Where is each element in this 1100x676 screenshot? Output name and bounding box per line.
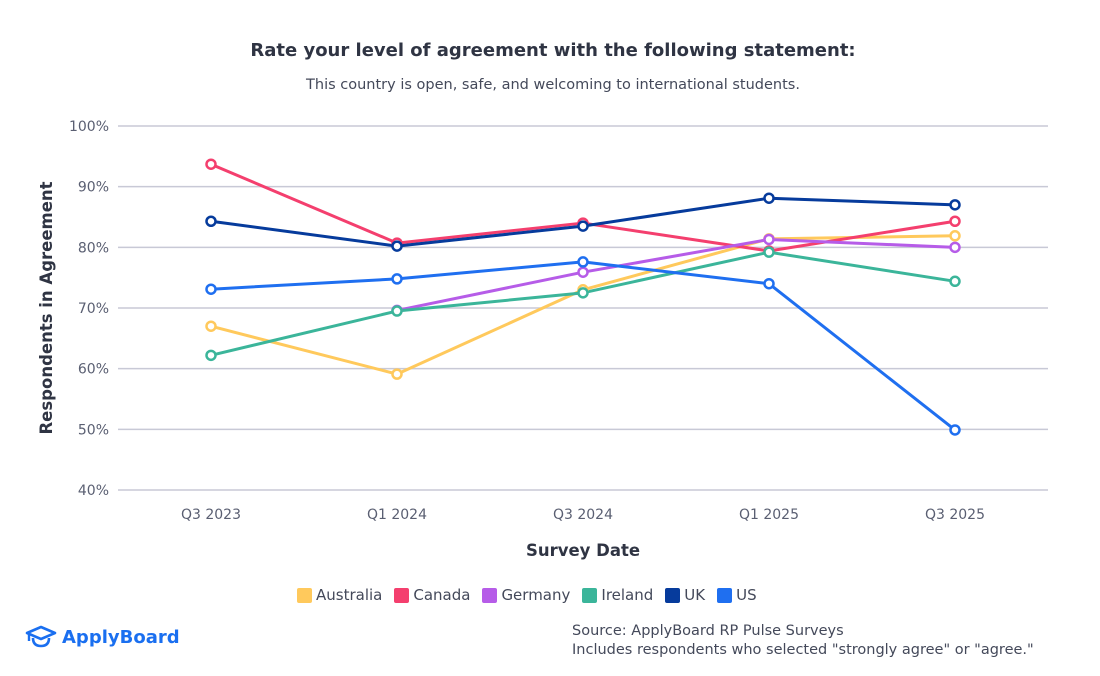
- legend-swatch: [665, 587, 681, 603]
- legend-label: US: [736, 586, 757, 604]
- legend-swatch: [582, 587, 598, 603]
- data-point-uk: [205, 215, 217, 227]
- x-tick-label: Q1 2025: [739, 507, 799, 523]
- y-tick-label: 60%: [78, 362, 109, 378]
- data-point-ireland: [577, 287, 589, 299]
- data-point-australia: [205, 320, 217, 332]
- x-tick-label: Q3 2025: [925, 507, 985, 523]
- data-point-uk: [949, 199, 961, 211]
- x-tick-label: Q3 2024: [553, 507, 613, 523]
- data-point-us: [391, 273, 403, 285]
- y-axis-label: Respondents in Agreement: [37, 181, 56, 434]
- legend-item: Canada: [394, 586, 470, 604]
- data-point-canada: [205, 158, 217, 170]
- x-tick-label: Q1 2024: [367, 507, 427, 523]
- legend-label: UK: [684, 586, 706, 604]
- data-point-us: [763, 277, 775, 290]
- y-tick-label: 40%: [78, 483, 109, 499]
- legend-item: Ireland: [582, 586, 653, 604]
- data-point-canada: [949, 215, 961, 227]
- data-point-ireland: [391, 305, 403, 317]
- data-point-us: [577, 256, 589, 268]
- data-point-us: [205, 283, 217, 295]
- data-point-australia: [391, 368, 403, 380]
- legend-label: Ireland: [601, 586, 654, 604]
- x-axis-label: Survey Date: [526, 541, 640, 560]
- legend-label: Germany: [501, 586, 571, 604]
- legend-label: Australia: [316, 586, 383, 604]
- legend-item: Germany: [482, 586, 570, 604]
- source-note-line: Includes respondents who selected "stron…: [572, 642, 1034, 658]
- legend-swatch: [482, 587, 498, 603]
- applyboard-logo: ApplyBoard: [25, 625, 180, 649]
- chart-title: Rate your level of agreement with the fo…: [250, 40, 856, 61]
- y-tick-label: 70%: [78, 301, 109, 317]
- y-tick-label: 50%: [78, 422, 109, 438]
- data-point-ireland: [763, 246, 775, 258]
- data-point-us: [949, 424, 961, 436]
- legend-swatch: [297, 587, 312, 603]
- data-point-uk: [577, 220, 589, 232]
- legend-item: Australia: [297, 586, 382, 604]
- legend-swatch: [394, 587, 410, 603]
- data-point-germany: [949, 241, 961, 254]
- x-tick-label: Q3 2023: [181, 507, 241, 523]
- data-point-uk: [391, 240, 403, 252]
- chart-subtitle: This country is open, safe, and welcomin…: [306, 77, 800, 93]
- source-line: Source: ApplyBoard RP Pulse Surveys: [572, 623, 844, 639]
- data-point-germany: [763, 233, 775, 246]
- data-point-uk: [763, 192, 775, 204]
- series-line-germany: [396, 237, 956, 312]
- data-point-australia: [949, 230, 961, 242]
- data-point-ireland: [205, 349, 217, 362]
- legend-label: Canada: [413, 586, 471, 604]
- brand-name: ApplyBoard: [62, 626, 180, 648]
- source-note: Source: ApplyBoard RP Pulse Surveys Incl…: [572, 622, 1034, 660]
- data-point-ireland: [949, 275, 961, 288]
- y-tick-label: 90%: [78, 180, 109, 196]
- graduation-cap-icon: [25, 625, 57, 648]
- y-tick-label: 80%: [78, 240, 109, 256]
- y-tick-label: 100%: [69, 119, 109, 135]
- data-point-germany: [577, 266, 589, 278]
- legend-item: US: [717, 586, 757, 604]
- series-line-canada: [210, 162, 956, 253]
- legend: Australia Canada Germany Ireland UK US: [297, 586, 757, 604]
- legend-swatch: [717, 587, 733, 603]
- legend-item: UK: [665, 586, 705, 604]
